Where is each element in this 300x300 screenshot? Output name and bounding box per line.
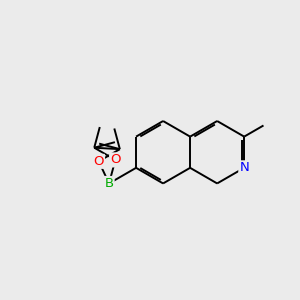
Text: B: B (104, 177, 114, 190)
Text: O: O (94, 155, 104, 168)
Text: N: N (239, 161, 249, 174)
Text: O: O (110, 153, 121, 167)
